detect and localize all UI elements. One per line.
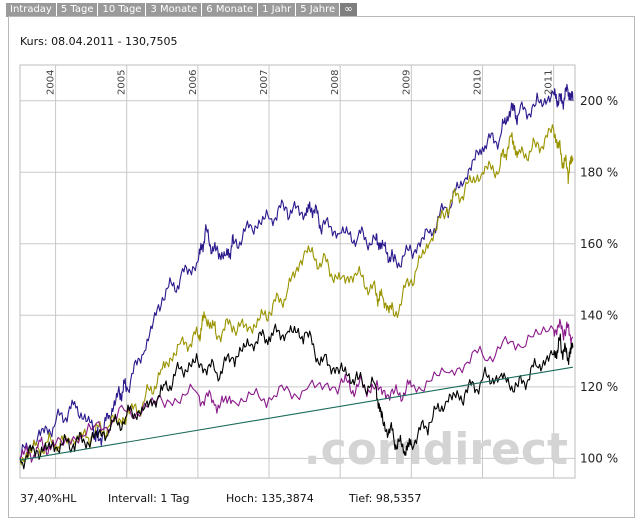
y-tick-label: 180 % [580,165,618,179]
time-range-tabs: Intraday 5 Tage 10 Tage 3 Monate 6 Monat… [6,3,358,17]
y-tick-label: 100 % [580,451,618,465]
x-tick-label: 2008 [330,70,341,95]
tab-1-jahr[interactable]: 1 Jahr [258,3,297,17]
tab-5-tage[interactable]: 5 Tage [57,3,99,17]
tab-5-jahre[interactable]: 5 Jahre [296,3,341,17]
series-line-4 [19,366,573,461]
tab-infinity[interactable]: ∞ [340,3,358,17]
tab-6-monate[interactable]: 6 Monate [202,3,259,17]
y-tick-label: 120 % [580,380,618,394]
x-tick-label: 2005 [117,70,128,95]
comdirect-watermark: .comdirect [304,424,568,475]
x-tick-label: 2006 [188,70,199,95]
tab-10-tage[interactable]: 10 Tage [98,3,147,17]
tab-intraday[interactable]: Intraday [6,3,57,17]
performance-readout: 37,40%HL [20,492,77,505]
x-tick-label: 2010 [473,70,484,95]
series-line-0 [19,83,574,459]
intervall-readout: Intervall: 1 Tag [108,492,190,505]
series-line-2 [19,318,574,463]
y-tick-label: 200 % [580,94,618,108]
hoch-readout: Hoch: 135,3874 [226,492,314,505]
x-tick-label: 2004 [46,70,57,95]
y-tick-label: 160 % [580,237,618,251]
tab-3-monate[interactable]: 3 Monate [146,3,203,17]
series-line-3 [19,323,574,470]
plot-area [19,64,576,479]
kurs-readout: Kurs: 08.04.2011 - 130,7505 [20,35,178,48]
y-tick-label: 140 % [580,308,618,322]
x-tick-label: 2007 [259,70,270,95]
x-tick-label: 2009 [401,70,412,95]
x-tick-label: 2011 [544,70,555,95]
tief-readout: Tief: 98,5357 [349,492,422,505]
chart-frame [8,16,635,518]
